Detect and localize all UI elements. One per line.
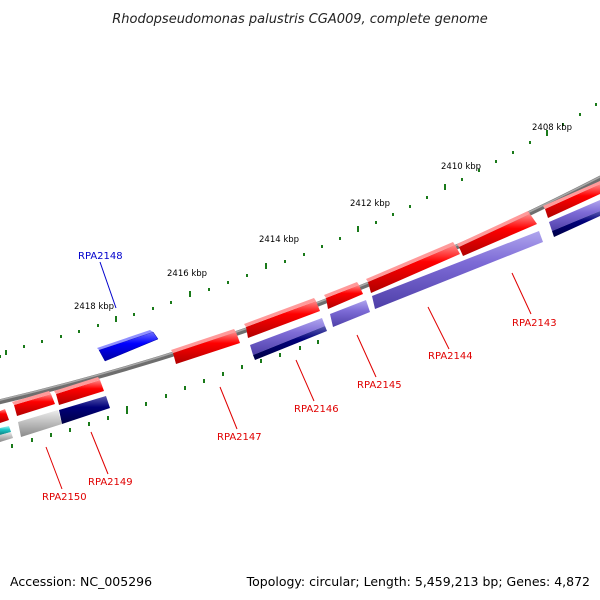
gene-rpa2146[interactable]: [246, 301, 320, 338]
gene-rev-navy-2[interactable]: [59, 396, 110, 424]
gene-rpa2143[interactable]: [459, 214, 537, 256]
gene-rev-purple-1[interactable]: [372, 231, 543, 309]
gene-rev-purple-edge[interactable]: [549, 200, 600, 231]
scale-label: 2408 kbp: [532, 123, 572, 133]
scale-label: 2412 kbp: [350, 199, 390, 209]
gene-rev-purple-3[interactable]: [250, 318, 325, 355]
gene-rev-purple-2[interactable]: [330, 300, 370, 327]
gene-rpa2148[interactable]: [97, 330, 159, 362]
reverse-gene-row: [0, 200, 600, 442]
gene-label[interactable]: RPA2145: [357, 380, 402, 391]
gene-label[interactable]: RPA2149: [88, 477, 133, 488]
gene-rev-gray[interactable]: [18, 410, 62, 437]
accession-text: Accession: NC_005296: [10, 574, 152, 589]
leader-lines: [45, 261, 532, 490]
scale-label: 2410 kbp: [441, 162, 481, 172]
gene-label[interactable]: RPA2150: [42, 492, 87, 503]
inner-tick-ring: [11, 340, 319, 448]
forward-gene-row: [0, 181, 600, 423]
gene-rev-gray-edge[interactable]: [0, 432, 13, 442]
gene-rpa2145[interactable]: [326, 285, 363, 309]
gene-edge-left[interactable]: [0, 409, 9, 423]
gene-rpa2149[interactable]: [56, 380, 104, 405]
genome-summary-text: Topology: circular; Length: 5,459,213 bp…: [246, 574, 590, 589]
gene-label[interactable]: RPA2147: [217, 432, 262, 443]
gene-edge-right[interactable]: [545, 184, 600, 218]
gene-label[interactable]: RPA2144: [428, 351, 473, 362]
scale-label: 2416 kbp: [167, 269, 207, 279]
map-title: Rhodopseudomonas palustris CGA009, compl…: [112, 12, 488, 27]
gene-rpa2150[interactable]: [14, 394, 55, 416]
gene-rev-navy-1[interactable]: [253, 326, 327, 360]
gene-rev-navy-edge[interactable]: [552, 211, 600, 237]
scale-label: 2418 kbp: [74, 302, 114, 312]
gene-label[interactable]: RPA2143: [512, 318, 557, 329]
outer-tick-ring: [0, 103, 597, 358]
gene-labels: RPA2148 RPA2143 RPA2144 RPA2145 RPA2146 …: [42, 251, 557, 503]
gene-rpa2147[interactable]: [173, 332, 240, 364]
scale-labels: 2408 kbp 2410 kbp 2412 kbp 2414 kbp 2416…: [74, 123, 572, 312]
gene-label[interactable]: RPA2146: [294, 404, 339, 415]
gene-label[interactable]: RPA2148: [78, 251, 123, 262]
gene-rpa2144[interactable]: [368, 245, 460, 293]
scale-label: 2414 kbp: [259, 235, 299, 245]
